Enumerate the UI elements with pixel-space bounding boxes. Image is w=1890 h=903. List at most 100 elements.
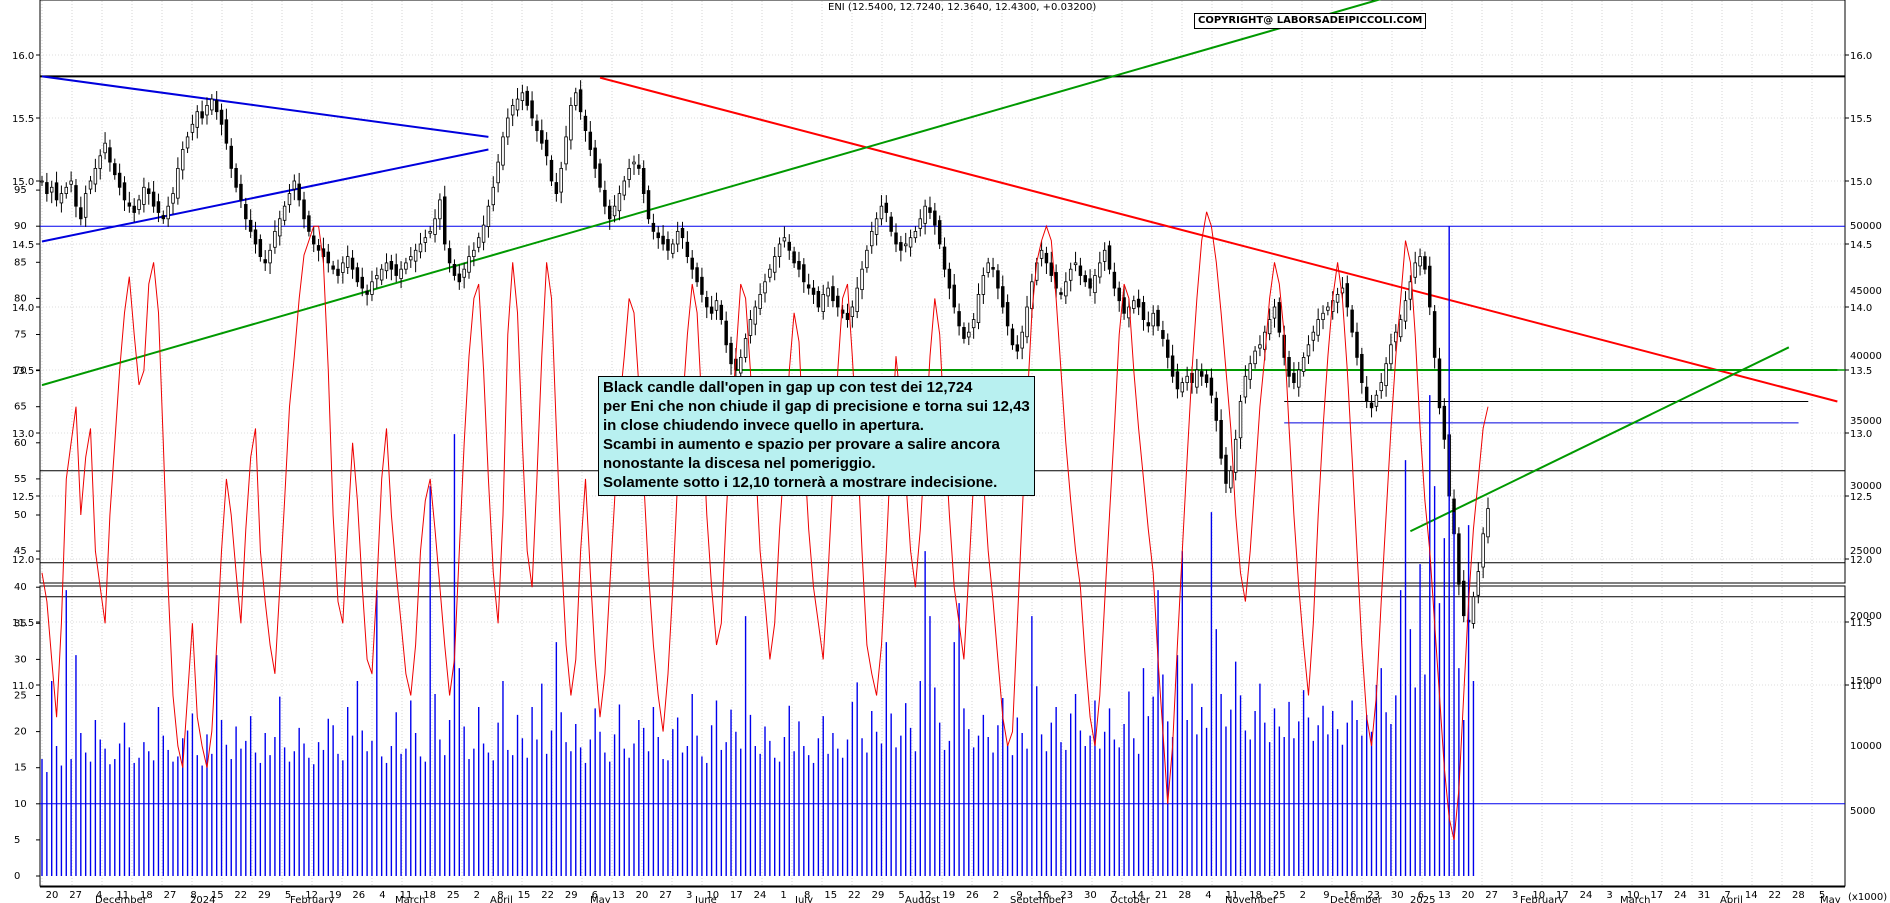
candle-body: [1364, 386, 1369, 402]
candle: [1398, 314, 1403, 342]
candle-body: [45, 182, 49, 194]
candle-body: [506, 117, 510, 138]
candle: [200, 100, 204, 125]
candle-body: [360, 276, 364, 289]
x-tick-label: 29: [872, 890, 885, 901]
candle: [903, 232, 908, 253]
y-tick-label: 15.0: [12, 177, 34, 188]
candle-body: [69, 180, 73, 185]
candle-body: [1117, 287, 1121, 302]
candle: [607, 199, 612, 230]
candle: [894, 223, 898, 253]
candle: [574, 87, 578, 111]
candle: [850, 300, 855, 328]
x-month-label: May: [1820, 895, 1841, 903]
x-tick-label: 2: [474, 890, 480, 901]
candle: [1122, 286, 1126, 320]
x-tick-label: 20: [46, 890, 59, 901]
candle-body: [40, 180, 44, 183]
candle-body: [1248, 363, 1252, 380]
candle-body: [103, 142, 107, 154]
candle-body: [1272, 306, 1277, 319]
x-tick-label: 9: [1016, 890, 1022, 901]
x-tick-label: 2: [1300, 890, 1306, 901]
y-tick-label: 14.5: [1850, 240, 1872, 251]
osc-tick-label: 60: [14, 438, 27, 449]
y-tick-label: 12.5: [1850, 492, 1872, 503]
candle: [627, 158, 631, 188]
candle: [1326, 301, 1330, 316]
candle-body: [74, 185, 78, 207]
candle-body: [889, 216, 893, 232]
candle: [1088, 269, 1092, 297]
x-tick-label: 10: [1532, 890, 1545, 901]
trend-line-red: [599, 76, 1838, 403]
candle: [870, 221, 874, 254]
annotation-line: Scambi in aumento e spazio per provare a…: [603, 436, 1000, 453]
candle-body: [510, 105, 515, 116]
candle: [224, 108, 229, 150]
candle: [292, 174, 297, 201]
candle-body: [355, 267, 360, 283]
candle: [1059, 287, 1063, 300]
candle-body: [326, 251, 331, 264]
candle-body: [1481, 533, 1485, 568]
candle-body: [258, 239, 263, 258]
candle: [472, 242, 476, 267]
x-tick-label: 14: [1131, 890, 1144, 901]
x-tick-label: 22: [848, 890, 861, 901]
candle-body: [64, 186, 68, 195]
candle-body: [253, 229, 258, 245]
candle: [185, 131, 190, 154]
candle: [797, 251, 801, 278]
candle: [1258, 335, 1262, 357]
candle: [1170, 344, 1175, 383]
x-tick-label: 20: [1462, 890, 1475, 901]
candle-body: [156, 201, 161, 213]
candle: [287, 184, 292, 213]
candle-body: [399, 268, 403, 279]
candle-body: [768, 268, 772, 278]
x-tick-label: 30: [1084, 890, 1097, 901]
candle: [1156, 305, 1160, 331]
candle: [860, 261, 864, 300]
x-tick-label: 27: [659, 890, 672, 901]
candle-body: [996, 270, 1000, 289]
x-tick-label: 4: [96, 890, 102, 901]
candle-body: [132, 205, 136, 213]
osc-tick-label: 45: [14, 546, 27, 557]
candle: [729, 336, 733, 375]
candle-body: [743, 338, 748, 358]
candle: [1374, 390, 1379, 412]
candle: [1413, 251, 1417, 284]
candle: [714, 292, 719, 320]
x-month-label: 2025: [1410, 895, 1435, 903]
candle-body: [176, 167, 180, 199]
candle: [1233, 429, 1238, 481]
x-tick-label: 27: [1485, 890, 1498, 901]
candle-body: [782, 237, 787, 242]
candle-body: [855, 287, 859, 312]
candle-body: [515, 98, 520, 111]
candle: [74, 178, 78, 218]
y-tick-label: 12.0: [12, 555, 34, 566]
trend-line-blue: [41, 75, 489, 138]
chart-title: ENI (12.5400, 12.7240, 12.3640, 12.4300,…: [828, 2, 1097, 13]
x-tick-label: 4: [1205, 890, 1211, 901]
candle: [991, 257, 995, 278]
candle-body: [481, 224, 486, 243]
candle: [1297, 361, 1301, 397]
x-axis: 20 27 4 11 18 27 8 15 22 29 5 12 19 26 4 11 18 25 2 8 15 22 29…: [40, 886, 1845, 903]
x-tick-label: 17: [1650, 890, 1663, 901]
y-tick-label: 11.5: [12, 618, 34, 629]
candle: [384, 253, 389, 279]
candle: [297, 172, 301, 207]
candle-body: [137, 199, 141, 210]
candle-body: [1005, 302, 1010, 327]
candle-body: [637, 164, 641, 169]
candle-body: [496, 161, 500, 184]
candle-body: [1175, 371, 1180, 390]
x-tick-label: 3: [1606, 890, 1612, 901]
candle: [928, 196, 932, 220]
candle-body: [651, 222, 656, 232]
